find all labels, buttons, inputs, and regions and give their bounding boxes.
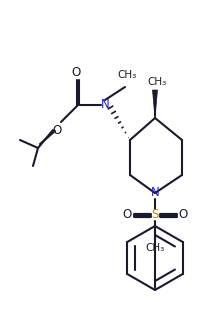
Text: S: S (151, 209, 159, 222)
Text: N: N (101, 98, 109, 111)
Text: N: N (151, 187, 159, 200)
Text: O: O (122, 209, 132, 222)
Text: O: O (52, 124, 62, 136)
Text: CH₃: CH₃ (147, 77, 167, 87)
Text: CH₃: CH₃ (117, 70, 137, 80)
Text: CH₃: CH₃ (145, 243, 165, 253)
Polygon shape (153, 90, 157, 118)
Text: O: O (178, 209, 188, 222)
Text: O: O (71, 66, 81, 79)
